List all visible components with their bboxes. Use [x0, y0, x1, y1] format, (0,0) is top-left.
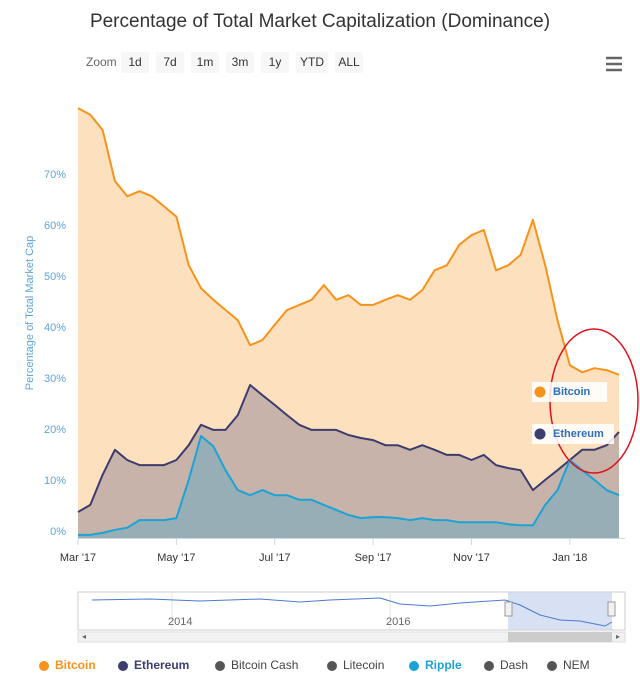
zoom-button-bg: [121, 52, 149, 73]
navigator-label: 2014: [168, 616, 192, 628]
y-tick-label: 70%: [44, 169, 66, 181]
x-tick-label: Nov '17: [453, 552, 490, 564]
area-line: [77, 107, 620, 376]
legend-label[interactable]: Litecoin: [343, 658, 384, 672]
zoom-button[interactable]: 1y: [261, 52, 289, 73]
zoom-button[interactable]: 1d: [121, 52, 149, 73]
legend-label[interactable]: Ethereum: [134, 658, 189, 672]
legend-label[interactable]: Bitcoin: [55, 658, 96, 672]
annotation-dot: [534, 428, 546, 440]
zoom-button-bg: [261, 52, 289, 73]
x-tick-label: Jul '17: [259, 552, 290, 564]
zoom-button-label[interactable]: ALL: [338, 55, 360, 69]
menu-icon[interactable]: [606, 56, 622, 72]
y-tick-label: 20%: [44, 424, 66, 436]
scrollbar-thumb[interactable]: [508, 632, 612, 642]
annotation: Bitcoin: [532, 382, 607, 402]
area-line: [77, 384, 620, 513]
zoom-button-label[interactable]: 1m: [197, 55, 214, 69]
zoom-button-label[interactable]: 3m: [232, 55, 249, 69]
legend-symbol: [118, 661, 128, 671]
legend-item[interactable]: Bitcoin: [39, 658, 96, 672]
area-fill: [78, 385, 619, 538]
legend-item[interactable]: NEM: [547, 658, 590, 672]
scrollbar[interactable]: [77, 631, 626, 643]
x-tick-label: Jan '18: [552, 552, 587, 564]
y-tick-label: 30%: [44, 373, 66, 385]
zoom-button-bg: [296, 52, 328, 73]
legend-symbol: [39, 661, 49, 671]
annotation-box: [532, 424, 614, 444]
zoom-button-bg: [156, 52, 184, 73]
legend-symbol: [484, 661, 494, 671]
area-line: [78, 435, 620, 536]
zoom-button-bg: [335, 52, 363, 73]
scroll-left[interactable]: ◂: [82, 632, 86, 641]
navigator-handle[interactable]: [504, 601, 513, 617]
chart-title: Percentage of Total Market Capitalizatio…: [90, 11, 550, 32]
zoom-button[interactable]: 7d: [156, 52, 184, 73]
zoom-button[interactable]: 1m: [191, 52, 219, 73]
y-tick-label: 10%: [44, 475, 66, 487]
x-tick-label: Mar '17: [60, 552, 96, 564]
y-axis-title: Percentage of Total Market Cap: [24, 236, 36, 391]
legend-symbol: [547, 661, 557, 671]
legend-label[interactable]: Ripple: [425, 658, 462, 672]
annotation-dot: [534, 386, 546, 398]
navigator-handle[interactable]: [607, 601, 616, 617]
zoom-button-label[interactable]: 1y: [269, 55, 282, 69]
legend-symbol: [409, 661, 419, 671]
scroll-right[interactable]: ▸: [616, 632, 620, 641]
zoom-button[interactable]: YTD: [296, 52, 328, 73]
legend-symbol: [215, 661, 225, 671]
legend-item[interactable]: Dash: [484, 658, 528, 672]
annotation-label: Ethereum: [553, 428, 604, 440]
zoom-button-bg: [226, 52, 254, 73]
navigator[interactable]: ◂ ▸: [77, 591, 626, 643]
legend-symbol: [327, 661, 337, 671]
legend-item[interactable]: Ripple: [409, 658, 462, 672]
legend-item[interactable]: Bitcoin Cash: [215, 658, 298, 672]
zoom-button[interactable]: ALL: [335, 52, 363, 73]
zoom-button-label[interactable]: 1d: [128, 55, 141, 69]
annotation-box: [532, 382, 607, 402]
x-tick-label: Sep '17: [355, 552, 392, 564]
area-fill: [78, 436, 619, 538]
zoom-button[interactable]: 3m: [226, 52, 254, 73]
zoom-button-label[interactable]: YTD: [300, 55, 324, 69]
legend-item[interactable]: Litecoin: [327, 658, 384, 672]
navigator-label: 2016: [386, 616, 410, 628]
zoom-label: Zoom: [86, 55, 117, 69]
x-tick-label: May '17: [157, 552, 195, 564]
annotation-label: Bitcoin: [553, 386, 591, 398]
legend-label[interactable]: Bitcoin Cash: [231, 658, 298, 672]
y-tick-label: 40%: [44, 322, 66, 334]
annotation: Ethereum: [532, 424, 614, 444]
zoom-button-label[interactable]: 7d: [163, 55, 176, 69]
legend-label[interactable]: NEM: [563, 658, 590, 672]
zoom-button-bg: [191, 52, 219, 73]
y-tick-label: 50%: [44, 271, 66, 283]
legend-item[interactable]: Ethereum: [118, 658, 189, 672]
y-tick-label: 60%: [44, 220, 66, 232]
y-tick-label: 0%: [50, 526, 66, 538]
navigator-line: [91, 597, 613, 627]
legend-label[interactable]: Dash: [500, 658, 528, 672]
